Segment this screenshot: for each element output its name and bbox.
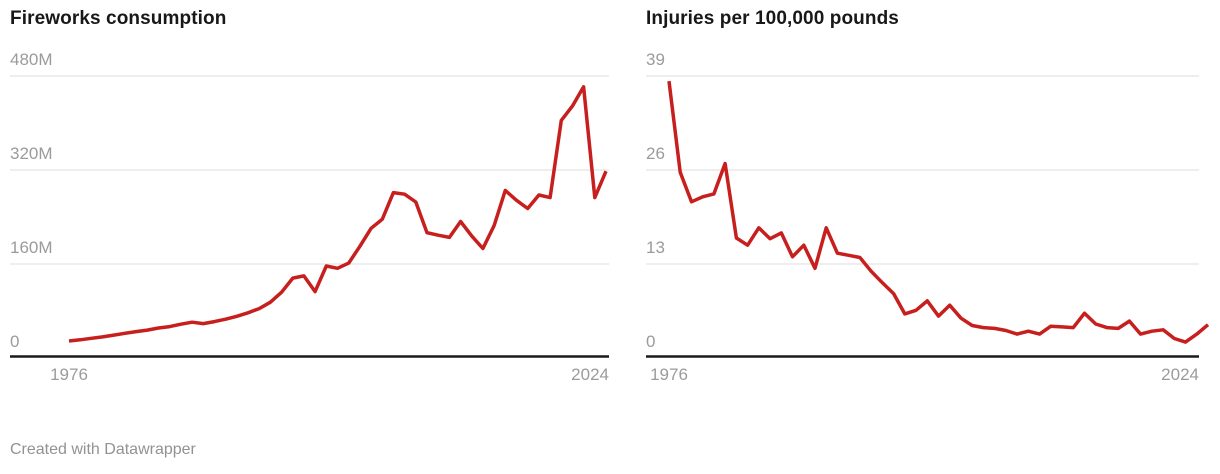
y-axis-tick-label: 320M <box>10 144 53 163</box>
y-axis-tick-label: 480M <box>10 50 53 69</box>
y-axis-tick-label: 160M <box>10 238 53 257</box>
y-axis-tick-label: 26 <box>646 144 665 163</box>
data-line-injury-rate <box>667 80 1210 344</box>
chart-title-consumption: Fireworks consumption <box>10 8 227 29</box>
plot-area-consumption: 0 160M 320M 480M 1976 2024 <box>10 40 609 390</box>
x-axis-tick-label: 2024 <box>571 365 609 384</box>
x-axis-tick-label: 1976 <box>650 365 688 384</box>
line-chart-svg <box>10 75 609 358</box>
y-axis-tick-label: 0 <box>646 332 656 351</box>
data-line-consumption <box>68 85 608 343</box>
line-chart-svg <box>646 75 1210 358</box>
y-axis-tick-label: 39 <box>646 50 665 69</box>
x-axis-tick-label: 1976 <box>50 365 88 384</box>
datawrapper-attribution: Created with Datawrapper <box>10 441 196 458</box>
y-axis-tick-label: 13 <box>646 238 665 257</box>
x-axis-tick-label: 2024 <box>1161 365 1199 384</box>
plot-area-injuries: 0 13 26 39 1976 2024 <box>646 40 1220 390</box>
chart-title-injuries: Injuries per 100,000 pounds <box>646 8 899 29</box>
y-axis-tick-label: 0 <box>10 332 20 351</box>
